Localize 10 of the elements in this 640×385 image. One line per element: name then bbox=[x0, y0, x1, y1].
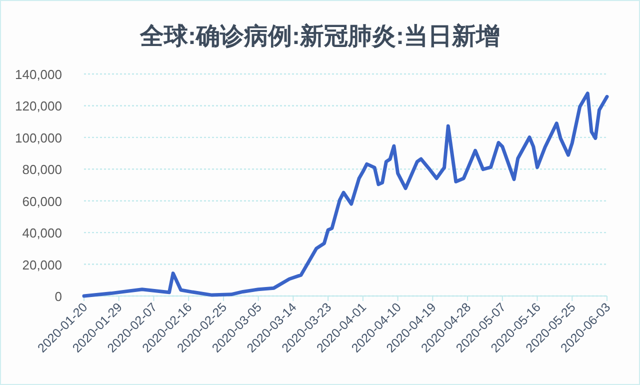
y-tick-label: 120,000 bbox=[15, 98, 62, 114]
y-tick-label: 80,000 bbox=[22, 162, 62, 178]
y-tick-label: 100,000 bbox=[15, 130, 62, 146]
y-tick-label: 40,000 bbox=[22, 226, 62, 241]
line-series bbox=[82, 92, 609, 298]
y-tick-label: 0 bbox=[54, 289, 62, 304]
y-tick-label: 140,000 bbox=[15, 67, 62, 82]
chart-title: 全球:确诊病例:新冠肺炎:当日新增 bbox=[139, 23, 500, 50]
y-tick-label: 20,000 bbox=[22, 257, 62, 272]
y-tick-label: 60,000 bbox=[22, 194, 62, 209]
